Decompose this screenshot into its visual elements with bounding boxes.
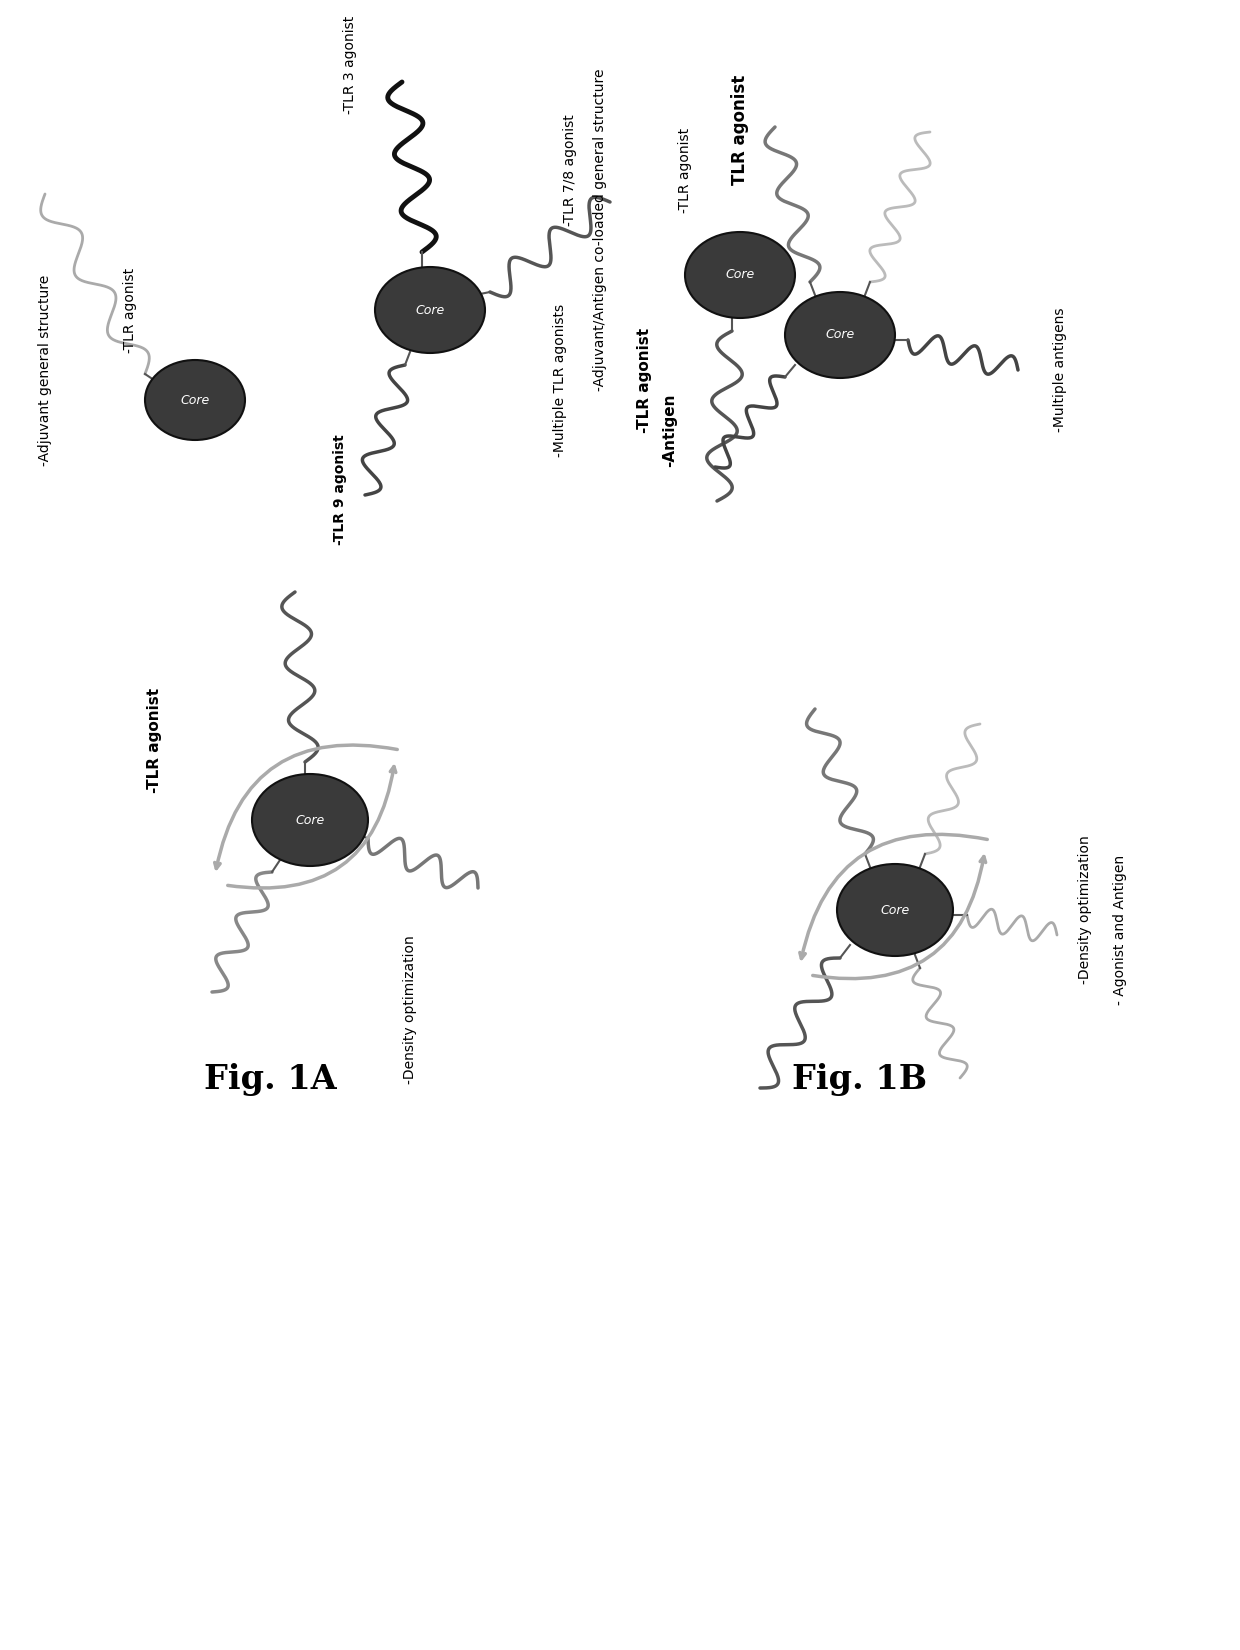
Text: Core: Core (880, 904, 910, 916)
Text: -Adjuvant/Antigen co-loaded general structure: -Adjuvant/Antigen co-loaded general stru… (593, 69, 608, 391)
Text: Core: Core (826, 328, 854, 342)
Text: Core: Core (415, 304, 445, 317)
Ellipse shape (684, 233, 795, 318)
Ellipse shape (145, 360, 246, 441)
Text: -TLR 7/8 agonist: -TLR 7/8 agonist (563, 114, 577, 226)
Ellipse shape (252, 774, 368, 866)
Text: -Antigen: -Antigen (662, 393, 677, 467)
Text: Fig. 1B: Fig. 1B (792, 1064, 928, 1097)
Text: -Density optimization: -Density optimization (403, 936, 417, 1084)
Ellipse shape (374, 267, 485, 353)
Text: -TLR 9 agonist: -TLR 9 agonist (334, 434, 347, 546)
Text: Core: Core (180, 393, 210, 406)
Text: -Adjuvant general structure: -Adjuvant general structure (38, 274, 52, 465)
Text: Core: Core (725, 269, 755, 282)
Text: - Agonist and Antigen: - Agonist and Antigen (1114, 855, 1127, 1005)
Text: -TLR agonist: -TLR agonist (148, 688, 162, 792)
Text: -TLR agonist: -TLR agonist (678, 127, 692, 213)
Text: -Multiple TLR agonists: -Multiple TLR agonists (553, 304, 567, 457)
Ellipse shape (785, 292, 895, 378)
Text: -TLR agonist: -TLR agonist (637, 327, 652, 432)
Text: -TLR agonist: -TLR agonist (123, 267, 136, 353)
Text: Core: Core (295, 813, 325, 827)
Text: Fig. 1A: Fig. 1A (203, 1064, 336, 1097)
Text: TLR agonist: TLR agonist (732, 74, 749, 185)
Text: -TLR 3 agonist: -TLR 3 agonist (343, 16, 357, 114)
Text: -Density optimization: -Density optimization (1078, 835, 1092, 985)
Text: -Multiple antigens: -Multiple antigens (1053, 309, 1066, 432)
Ellipse shape (837, 865, 954, 955)
